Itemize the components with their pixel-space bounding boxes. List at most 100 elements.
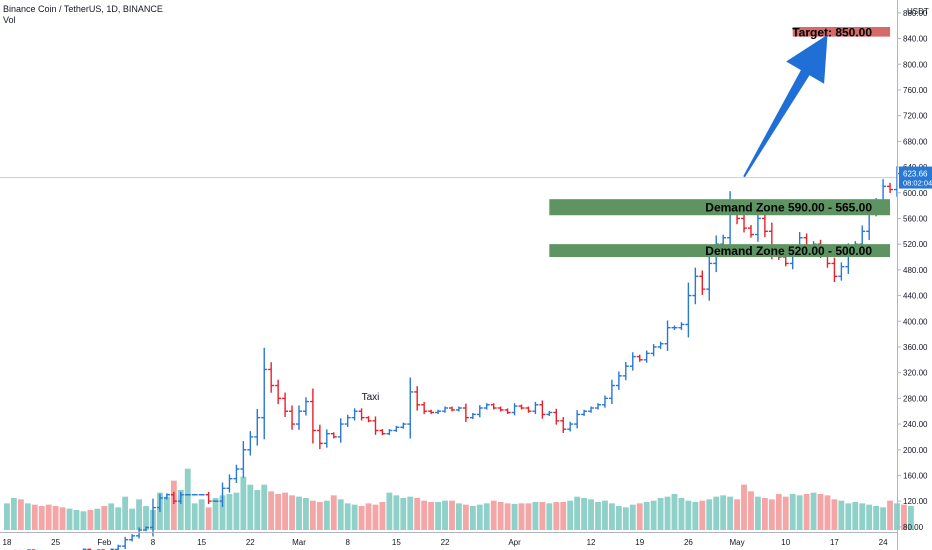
volume-bar — [755, 496, 761, 530]
ohlc-bar — [289, 405, 296, 430]
ohlc-bar — [671, 325, 678, 330]
volume-bar — [636, 503, 643, 530]
time-tick-label: 15 — [392, 538, 401, 547]
volume-bar — [838, 500, 845, 530]
demand-zone: Demand Zone 520.00 - 500.00 — [549, 244, 891, 258]
ohlc-bar — [365, 416, 372, 423]
volume-bar — [296, 496, 302, 530]
ohlc-bar — [747, 224, 754, 238]
ohlc-bar — [469, 412, 476, 420]
volume-bar — [414, 498, 421, 530]
ohlc-bar — [177, 491, 184, 505]
price-axis-unit: USDT — [907, 7, 929, 16]
ohlc-bar — [421, 401, 428, 415]
price-tick-label: 440.00 — [903, 292, 928, 301]
volume-bar — [309, 500, 316, 530]
ohlc-bar — [706, 251, 713, 301]
ohlc-bar — [205, 491, 212, 505]
ohlc-bar — [553, 408, 560, 425]
ohlc-bar — [601, 395, 608, 408]
ohlc-bar — [400, 422, 407, 429]
ohlc-bar — [212, 500, 219, 502]
volume-bar — [59, 507, 66, 530]
volume-label: Vol — [3, 15, 16, 25]
ohlc-bar — [435, 409, 442, 414]
volume-bar — [595, 502, 601, 530]
volume-bar — [351, 504, 358, 530]
volume-bar — [323, 500, 330, 530]
volume-bar — [741, 484, 747, 530]
volume-bar — [859, 503, 866, 530]
volume-bar — [574, 496, 581, 530]
ohlc-bar — [525, 406, 532, 413]
ohlc-bar — [129, 534, 136, 542]
volume-bar — [560, 502, 567, 530]
price-tick-label: 160.00 — [903, 471, 928, 480]
volume-bar — [824, 495, 831, 530]
ohlc-bar — [518, 404, 525, 410]
ohlc-bar — [82, 548, 87, 550]
volume-bar — [233, 492, 240, 530]
volume-bar — [602, 500, 608, 530]
volume-bar — [629, 504, 636, 530]
ohlc-bar — [428, 409, 435, 414]
volume-bar — [692, 502, 699, 530]
price-tick-label: 760.00 — [903, 86, 928, 95]
volume-bar — [817, 494, 824, 530]
ohlc-bar — [497, 406, 504, 412]
volume-bar — [532, 502, 539, 530]
volume-bar — [379, 502, 386, 530]
volume-bar — [852, 502, 859, 530]
ohlc-bar — [539, 400, 546, 419]
ohlc-bar — [567, 421, 574, 432]
volume-bar — [365, 503, 372, 530]
ohlc-bar — [887, 182, 894, 194]
volume-bar — [845, 503, 852, 530]
price-tick-label: 520.00 — [903, 240, 928, 249]
volume-bar — [880, 507, 887, 530]
ohlc-bar — [615, 371, 622, 390]
ohlc-bar — [254, 408, 261, 446]
ohlc-bar — [483, 403, 490, 410]
ohlc-bar — [657, 341, 664, 350]
ohlc-bar — [581, 409, 588, 416]
volume-bar — [136, 499, 142, 530]
volume-bar — [407, 496, 414, 530]
volume-bar — [699, 500, 706, 530]
price-tick-label: 560.00 — [903, 214, 928, 223]
ohlc-bar — [532, 401, 539, 415]
volume-bar — [372, 504, 379, 530]
volume-bar — [615, 506, 622, 530]
volume-bar — [205, 507, 212, 530]
volume-bar — [393, 495, 400, 530]
demand-band — [549, 199, 891, 216]
ohlc-bar — [233, 464, 240, 484]
demand-band — [549, 244, 891, 258]
volume-bar — [254, 490, 261, 530]
volume-bar — [831, 499, 838, 530]
ohlc-bar — [372, 416, 379, 435]
volume-bar — [907, 506, 914, 530]
volume-bar — [469, 506, 476, 530]
volume-bar — [803, 494, 810, 530]
demand-zone: Demand Zone 590.00 - 565.00 — [549, 199, 891, 216]
time-tick-label: 8 — [151, 538, 156, 547]
ohlc-bar — [650, 344, 657, 357]
price-tick-label: 880.00 — [903, 9, 928, 18]
ohlc-bar — [636, 354, 643, 362]
time-tick-label: 24 — [879, 538, 888, 547]
volume-bar — [511, 503, 518, 530]
time-tick-label: May — [730, 538, 745, 547]
volume-bar — [122, 496, 129, 530]
ohlc-bar — [386, 429, 393, 436]
time-tick-label: Feb — [97, 538, 111, 547]
volume-bar — [588, 499, 594, 530]
volume-bar — [344, 503, 351, 530]
volume-bar — [177, 490, 184, 530]
volume-bar — [539, 502, 546, 530]
volume-bar — [873, 506, 880, 530]
volume-bar — [727, 496, 734, 530]
volume-bar — [449, 500, 455, 530]
